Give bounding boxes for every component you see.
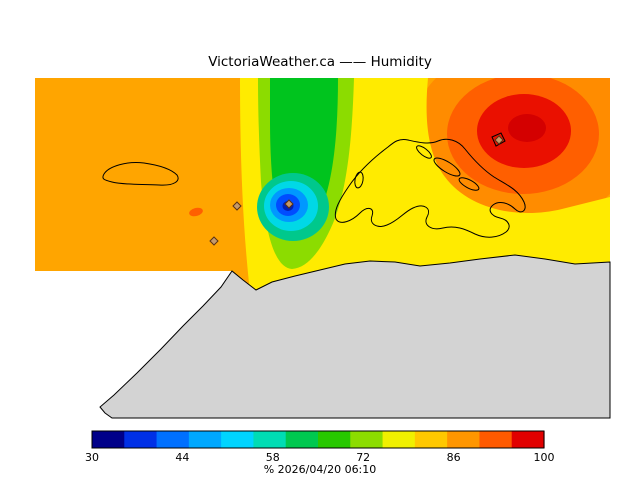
colorbar-tick-label: 72 xyxy=(356,451,370,464)
colorbar-frame xyxy=(91,430,545,449)
station-marker-diamond xyxy=(494,135,504,145)
colorbar-band xyxy=(156,431,190,448)
island-outline xyxy=(458,177,480,191)
station-marker-diamond xyxy=(209,236,219,246)
colorbar-tick-label: 58 xyxy=(266,451,280,464)
island-outline xyxy=(433,157,461,177)
station-marker-diamond xyxy=(284,199,294,209)
colorbar-band xyxy=(124,431,158,448)
colorbar-band xyxy=(414,431,448,448)
humidity-field xyxy=(35,78,610,290)
island-outline-west xyxy=(102,162,179,186)
colorbar-band xyxy=(382,431,416,448)
colorbar-band xyxy=(479,431,513,448)
colorbar-band xyxy=(350,431,384,448)
land-mass-no-data xyxy=(99,254,611,419)
station-markers xyxy=(209,135,504,246)
colorbar-caption: % 2026/04/20 06:10 xyxy=(264,463,377,476)
colorbar: 30 44 58 72 86 100 % 2026/04/20 06:10 xyxy=(85,430,555,476)
colorbar-tick-label: 44 xyxy=(175,451,189,464)
islet-outline-northeast xyxy=(491,132,506,147)
colorbar-band xyxy=(92,431,125,448)
station-marker-diamond xyxy=(232,201,242,211)
coastline-small-islands xyxy=(354,145,480,191)
colorbar-band xyxy=(447,431,481,448)
colorbar-band xyxy=(253,431,287,448)
island-outline xyxy=(416,145,432,159)
colorbar-bands xyxy=(92,431,545,448)
contour-red-core xyxy=(508,114,546,142)
colorbar-tick-labels: 30 44 58 72 86 100 xyxy=(85,451,555,464)
colorbar-band xyxy=(221,431,255,448)
island-outline xyxy=(354,171,364,189)
colorbar-tick-label: 30 xyxy=(85,451,99,464)
colorbar-band xyxy=(188,431,222,448)
colorbar-tick-label: 86 xyxy=(447,451,461,464)
coastline-vancouver-island xyxy=(334,138,526,238)
colorbar-tick-label: 100 xyxy=(534,451,555,464)
colorbar-band xyxy=(285,431,319,448)
page-title: VictoriaWeather.ca —— Humidity xyxy=(208,54,432,70)
colorbar-band xyxy=(511,431,545,448)
contour-spot-west xyxy=(189,207,203,217)
colorbar-band xyxy=(318,431,351,448)
